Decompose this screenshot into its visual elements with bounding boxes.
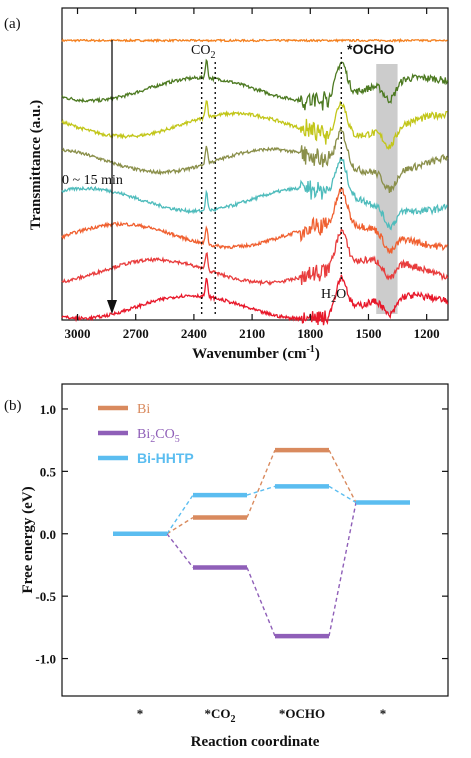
legend-label-main: Bi xyxy=(137,427,150,442)
energy-connectors xyxy=(166,449,357,637)
co2-annotation: CO2 xyxy=(191,43,215,61)
spectrum-line-4 xyxy=(61,125,449,193)
panel-a-spectra: (a) 0 ~ 15 min CO2 *OCHO H2O 3000 2700 240… xyxy=(4,7,449,362)
h2o-annotation: H2O xyxy=(321,287,346,305)
time-annotation: 0 ~ 15 min xyxy=(62,173,123,188)
panel-a-x-axis-title: Wavenumber (cm-1) xyxy=(192,344,320,362)
category-label-sub: 2 xyxy=(231,714,236,725)
panel-b-y-tick-label: 1.0 xyxy=(40,402,56,417)
panel-a-x-tick-label: 2100 xyxy=(239,326,265,341)
panel-a-x-tick-label: 1800 xyxy=(297,326,323,341)
energy-connector xyxy=(246,449,276,518)
legend-label-tail: CO xyxy=(155,427,174,442)
panel-b-y-tick-label: 0.0 xyxy=(40,527,56,542)
energy-connector xyxy=(328,449,357,503)
panel-b-y-tick-label: 0.5 xyxy=(40,464,57,479)
panel-a-x-title-main: Wavenumber (cm xyxy=(192,346,307,362)
energy-connector xyxy=(166,516,194,535)
category-label-main: *CO xyxy=(205,706,231,721)
legend-label: Bi xyxy=(137,402,150,417)
panel-b-x-category-label: * xyxy=(137,706,144,721)
legend-label-main: Bi-HHTP xyxy=(137,450,194,466)
panel-a-x-title-tail: ) xyxy=(315,346,320,362)
spectrum-line-5 xyxy=(61,157,449,231)
panel-a-label: (a) xyxy=(4,16,21,32)
panel-b-y-tick-label: -1.0 xyxy=(35,652,56,667)
energy-connector xyxy=(246,485,276,496)
category-label-main: * xyxy=(380,706,387,721)
panel-a-x-tick-label: 2700 xyxy=(123,326,149,341)
spectrum-line-3 xyxy=(61,100,448,151)
energy-connector xyxy=(328,502,357,637)
panel-b-x-category-labels: * *CO2 *OCHO * xyxy=(137,706,387,725)
spectrum-line-6 xyxy=(61,187,449,255)
h2o-annotation-sub: 2 xyxy=(331,294,336,305)
panel-b-y-ticks: -1.0 -0.5 0.0 0.5 1.0 xyxy=(35,402,448,667)
category-label-main: * xyxy=(137,706,144,721)
energy-connector xyxy=(246,567,276,637)
panel-b-x-category-label: *OCHO xyxy=(279,706,325,721)
co2-annotation-sub: 2 xyxy=(210,50,215,61)
peak-marker-lines xyxy=(200,52,343,314)
panel-a-x-title-sup: -1 xyxy=(306,344,314,355)
legend-label: Bi-HHTP xyxy=(137,450,194,466)
energy-connector xyxy=(328,485,357,504)
spectrum-line-7 xyxy=(61,227,449,287)
co2-annotation-main: CO xyxy=(191,43,210,58)
legend-label-sub: 2 xyxy=(150,434,155,445)
energy-connector xyxy=(166,533,194,568)
panel-b-x-axis-title: Reaction coordinate xyxy=(191,734,320,750)
spectrum-line-8 xyxy=(61,274,449,326)
h2o-annotation-tail: O xyxy=(336,287,346,302)
panel-a-x-tick-label: 3000 xyxy=(65,326,91,341)
ocho-annotation: *OCHO xyxy=(347,41,395,57)
category-label-main: *OCHO xyxy=(279,706,325,721)
spectra-series-group xyxy=(61,37,449,326)
legend-label: Bi2CO5 xyxy=(137,427,180,445)
energy-connector xyxy=(166,494,194,535)
spectrum-line-1 xyxy=(61,37,448,44)
time-arrow-head xyxy=(107,300,117,314)
panel-a-x-ticks: 3000 2700 2400 2100 1800 1500 1200 xyxy=(65,8,440,341)
panel-b-energy-diagram: (b) -1.0-0.50.00.51.0 * *CO2 *OCHO * BiBi2C… xyxy=(4,383,449,750)
panel-b-frame xyxy=(61,383,449,697)
panel-a-frame xyxy=(61,7,449,321)
panel-a-x-tick-label: 1500 xyxy=(355,326,381,341)
h2o-annotation-main: H xyxy=(321,287,331,302)
panel-b-y-axis-title: Free energy (eV) xyxy=(20,486,36,593)
legend-label-sub2: 5 xyxy=(175,434,180,445)
energy-levels xyxy=(113,447,410,639)
spectrum-line-2 xyxy=(61,58,449,111)
panel-b-y-tick-label: -0.5 xyxy=(35,589,56,604)
panel-a-x-tick-label: 2400 xyxy=(181,326,207,341)
panel-b-x-category-label: *CO2 xyxy=(205,706,236,725)
panel-a-x-tick-label: 1200 xyxy=(414,326,440,341)
legend-label-main: Bi xyxy=(137,402,150,417)
panel-b-x-category-label: * xyxy=(380,706,387,721)
panel-b-label: (b) xyxy=(4,398,22,414)
panel-a-y-axis-title: Transmittance (a.u.) xyxy=(28,100,44,230)
